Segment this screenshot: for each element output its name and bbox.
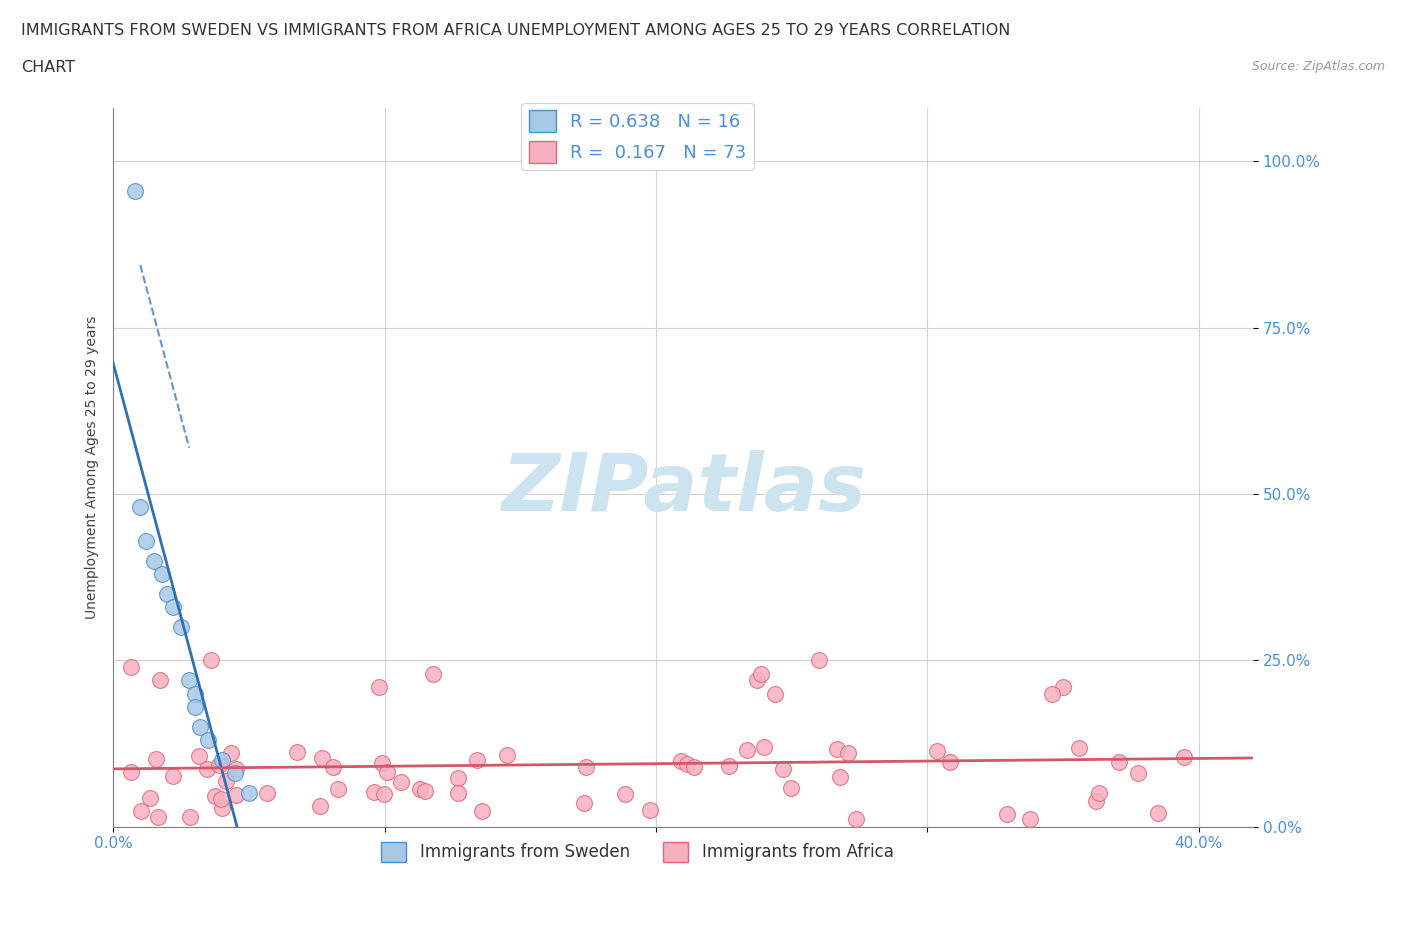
Point xyxy=(146,810,169,825)
Point xyxy=(638,803,661,817)
Point xyxy=(145,751,167,766)
Point xyxy=(752,739,775,754)
Point xyxy=(1019,812,1042,827)
Point xyxy=(1052,680,1074,695)
Point xyxy=(363,784,385,799)
Point xyxy=(1108,754,1130,769)
Text: IMMIGRANTS FROM SWEDEN VS IMMIGRANTS FROM AFRICA UNEMPLOYMENT AMONG AGES 25 TO 2: IMMIGRANTS FROM SWEDEN VS IMMIGRANTS FRO… xyxy=(21,23,1011,38)
Point xyxy=(447,770,470,785)
Point xyxy=(142,553,165,568)
Point xyxy=(575,759,598,774)
Point xyxy=(328,781,350,796)
Point xyxy=(614,787,637,802)
Text: Source: ZipAtlas.com: Source: ZipAtlas.com xyxy=(1251,60,1385,73)
Point xyxy=(179,673,201,688)
Point xyxy=(1084,793,1107,808)
Point xyxy=(135,533,157,548)
Point xyxy=(830,770,852,785)
Point xyxy=(211,801,233,816)
Point xyxy=(751,666,773,681)
Point xyxy=(139,790,162,805)
Point xyxy=(465,752,488,767)
Point xyxy=(225,788,247,803)
Point xyxy=(825,741,848,756)
Point xyxy=(409,782,432,797)
Point xyxy=(1087,786,1109,801)
Point xyxy=(162,768,184,783)
Point xyxy=(572,795,595,810)
Point xyxy=(669,753,692,768)
Legend: Immigrants from Sweden, Immigrants from Africa: Immigrants from Sweden, Immigrants from … xyxy=(375,835,900,869)
Point xyxy=(209,791,232,806)
Point xyxy=(197,733,219,748)
Point xyxy=(188,720,211,735)
Point xyxy=(150,566,173,581)
Point xyxy=(747,673,769,688)
Point xyxy=(772,762,794,777)
Point xyxy=(1147,806,1170,821)
Point xyxy=(927,743,949,758)
Point xyxy=(156,586,179,601)
Point xyxy=(1173,750,1195,764)
Point xyxy=(377,764,399,779)
Point xyxy=(207,757,229,772)
Point xyxy=(187,749,209,764)
Point xyxy=(183,699,205,714)
Point xyxy=(211,752,233,767)
Point xyxy=(837,746,859,761)
Point xyxy=(129,804,152,819)
Text: CHART: CHART xyxy=(21,60,75,75)
Point xyxy=(124,184,146,199)
Point xyxy=(256,785,278,800)
Point xyxy=(682,760,704,775)
Point xyxy=(170,619,193,634)
Point xyxy=(675,757,697,772)
Text: ZIPatlas: ZIPatlas xyxy=(501,450,866,528)
Point xyxy=(129,499,152,514)
Point xyxy=(238,786,260,801)
Point xyxy=(422,666,444,681)
Point xyxy=(309,799,332,814)
Point xyxy=(845,812,868,827)
Point xyxy=(765,686,787,701)
Point xyxy=(120,659,142,674)
Point xyxy=(808,653,831,668)
Point xyxy=(368,680,391,695)
Point xyxy=(219,746,242,761)
Point xyxy=(225,761,247,776)
Point xyxy=(415,784,437,799)
Point xyxy=(939,755,962,770)
Point xyxy=(471,804,494,818)
Point xyxy=(162,600,184,615)
Point xyxy=(779,780,801,795)
Point xyxy=(1128,766,1150,781)
Point xyxy=(1067,740,1090,755)
Point xyxy=(149,673,172,688)
Point xyxy=(718,759,741,774)
Point xyxy=(1040,686,1063,701)
Point xyxy=(183,686,205,701)
Point xyxy=(447,786,470,801)
Point xyxy=(215,774,238,789)
Point xyxy=(204,789,226,804)
Point xyxy=(495,748,517,763)
Point xyxy=(389,775,412,790)
Point xyxy=(322,760,344,775)
Point xyxy=(200,653,222,668)
Point xyxy=(179,809,201,824)
Point xyxy=(195,762,218,777)
Point xyxy=(224,766,246,781)
Point xyxy=(735,742,758,757)
Point xyxy=(311,751,333,765)
Point xyxy=(120,764,142,779)
Point xyxy=(373,787,395,802)
Point xyxy=(995,807,1018,822)
Point xyxy=(371,756,394,771)
Point xyxy=(287,745,309,760)
Y-axis label: Unemployment Among Ages 25 to 29 years: Unemployment Among Ages 25 to 29 years xyxy=(86,315,100,619)
